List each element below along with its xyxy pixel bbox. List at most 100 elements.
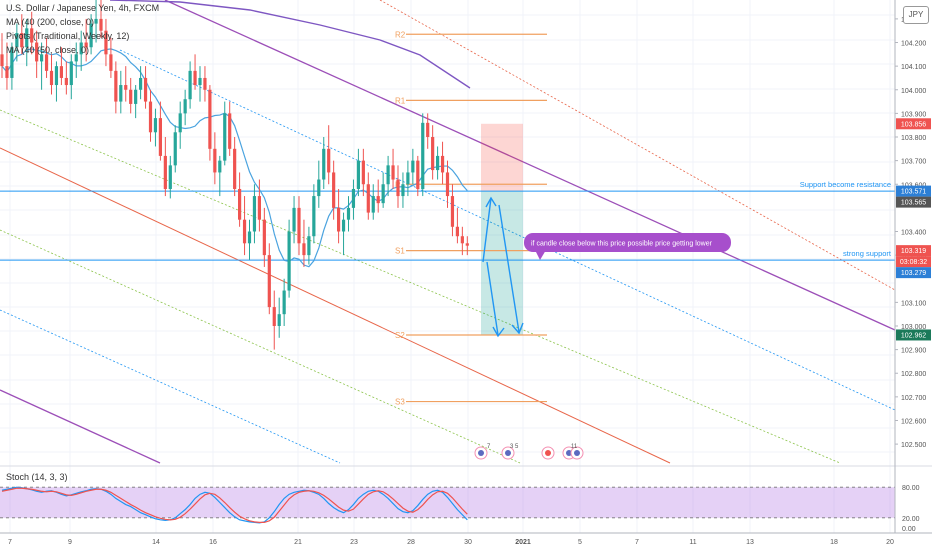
- candle-body: [277, 314, 281, 326]
- candle-body: [208, 89, 212, 149]
- candle-body: [233, 148, 237, 189]
- event-badge-dot: [574, 450, 580, 456]
- candle-body: [49, 70, 54, 86]
- price-tag-text: 103.319: [901, 248, 926, 255]
- candle-body: [332, 172, 336, 208]
- candle-body: [94, 18, 98, 24]
- candle-body: [183, 99, 187, 114]
- candle-body: [416, 160, 420, 189]
- candle-body: [10, 47, 14, 78]
- price-tick-label: 103.400: [901, 230, 926, 237]
- pivot-label: S3: [395, 398, 405, 407]
- trend-line: [0, 309, 341, 464]
- price-tick-label: 103.700: [901, 159, 926, 166]
- stoch-level-label: 20.00: [902, 516, 920, 523]
- candle-body: [109, 54, 113, 71]
- legend-symbol: U.S. Dollar / Japanese Yen, 4h, FXCM: [6, 3, 160, 13]
- pivot-label: S1: [395, 247, 405, 256]
- price-tick-label: 102.600: [901, 418, 926, 425]
- moving-averages: [1, 0, 471, 268]
- time-tick-label: 7: [8, 539, 12, 546]
- candle-body: [40, 54, 44, 62]
- price-tick-label: 103.900: [901, 111, 926, 118]
- candle-body: [119, 85, 123, 102]
- projection-arrow: [486, 261, 499, 336]
- candle-body: [44, 54, 49, 71]
- grid-lines: [0, 0, 895, 533]
- candle-body: [302, 243, 306, 256]
- candle-body: [129, 89, 133, 104]
- candle-body: [79, 42, 83, 55]
- candle-body: [351, 188, 356, 208]
- candle-body: [450, 196, 455, 227]
- candle-body: [272, 307, 276, 326]
- event-badge-count: 3 5: [510, 444, 519, 450]
- candle-body: [292, 207, 296, 232]
- candle-body: [445, 172, 450, 197]
- candle-body: [431, 137, 435, 171]
- price-tag-text: 03:08:32: [900, 259, 927, 266]
- candle-body: [114, 70, 118, 102]
- candle-body: [242, 219, 247, 244]
- trend-line: [379, 0, 896, 291]
- trend-line: [0, 389, 161, 464]
- price-tick-label: 102.700: [901, 395, 926, 402]
- candle-body: [440, 155, 445, 173]
- event-badge-dot: [566, 450, 572, 456]
- candle-body: [193, 70, 197, 86]
- candle-body: [307, 236, 311, 256]
- projection-arrows: [482, 196, 524, 338]
- trend-line: [0, 147, 671, 464]
- price-tag-text: 103.856: [901, 121, 926, 128]
- trend-channels: [0, 0, 896, 464]
- trend-line: [119, 49, 896, 411]
- stoch-level-label: 0.00: [902, 526, 916, 533]
- pivot-label: R1: [395, 96, 406, 105]
- legend-ma200: MA (40 (200, close, 0): [6, 17, 95, 27]
- candle-body: [168, 165, 172, 189]
- price-tag: [896, 245, 931, 257]
- candle-body: [361, 160, 365, 185]
- event-badge-dot: [545, 450, 551, 456]
- candle-body: [465, 243, 469, 246]
- annotation-callout[interactable]: if candle close below this price possibl…: [524, 233, 731, 260]
- candle-body: [213, 148, 217, 173]
- candle-body: [401, 184, 405, 197]
- price-tick-label: 102.900: [901, 348, 926, 355]
- candle-body: [381, 184, 385, 204]
- event-badges: 7 3 5 11: [474, 444, 584, 460]
- time-tick-label: 20: [886, 539, 894, 546]
- price-tag: [896, 196, 931, 208]
- time-axis[interactable]: 7 9 14 16 21 23 28 30 2021 5 7 11 13 18 20: [0, 532, 932, 546]
- ma200-line: [109, 0, 471, 89]
- trend-line: [0, 229, 521, 464]
- price-tick-label: 104.100: [901, 64, 926, 71]
- projection-arrow: [498, 204, 520, 333]
- currency-label[interactable]: JPY: [903, 6, 929, 24]
- candle-body: [25, 28, 29, 48]
- price-tag: [896, 267, 931, 279]
- candle-body: [173, 132, 177, 166]
- candles: [0, 0, 469, 350]
- candle-body: [317, 179, 321, 197]
- candle-body: [153, 118, 158, 133]
- candle-body: [460, 236, 464, 244]
- stoch-d-line: [1, 487, 468, 523]
- candle-body: [356, 160, 360, 189]
- candle-body: [198, 77, 202, 86]
- candle-body: [158, 118, 162, 156]
- trend-line: [164, 0, 896, 331]
- time-tick-label: 7: [635, 539, 639, 546]
- price-tag: [896, 256, 931, 268]
- candle-body: [238, 188, 242, 220]
- trend-line: [0, 109, 841, 464]
- time-tick-label: 13: [746, 539, 754, 546]
- legend-pivots: Pivots (Traditional, Weekly, 12): [6, 31, 130, 41]
- candle-body: [297, 207, 301, 244]
- candle-body: [178, 113, 182, 133]
- pivot-label: S2: [395, 331, 405, 340]
- candle-body: [30, 28, 34, 43]
- candle-body: [411, 160, 415, 173]
- candle-body: [104, 30, 108, 55]
